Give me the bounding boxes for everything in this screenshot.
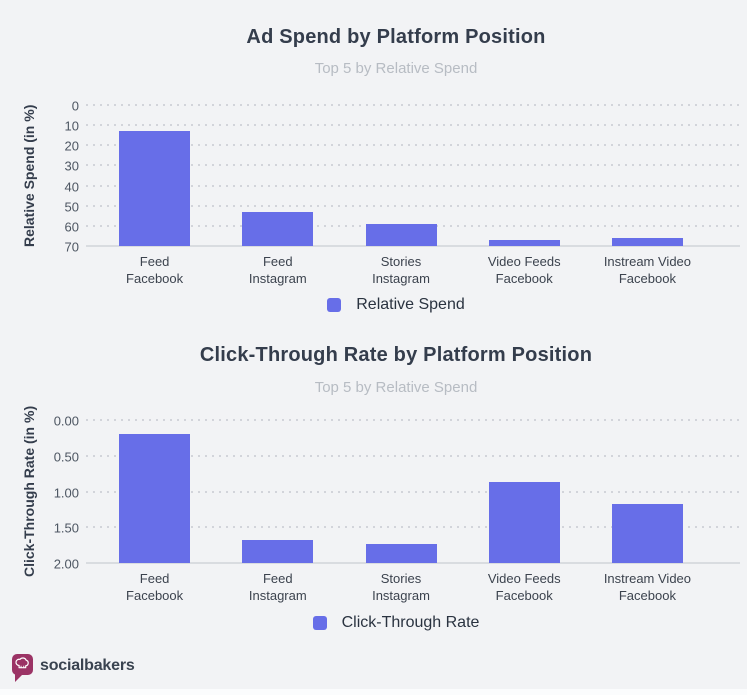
x-category-label: Stories Instagram — [372, 571, 430, 603]
y-tick-label: 70 — [64, 239, 79, 255]
chef-hat-icon — [15, 657, 29, 669]
y-tick-label: 1.50 — [53, 520, 79, 536]
bars-container — [86, 420, 740, 563]
gridline — [86, 419, 740, 421]
y-tick-label: 1.00 — [53, 485, 79, 500]
gridline — [86, 124, 740, 127]
bar — [488, 239, 560, 246]
gridline — [86, 490, 740, 493]
x-category-label: Feed Facebook — [126, 254, 184, 286]
socialbakers-logo — [12, 654, 33, 682]
x-axis-line — [86, 562, 740, 564]
bar-column — [93, 105, 216, 246]
bar — [365, 223, 437, 246]
brand-name: socialbakers — [40, 657, 135, 674]
gridline — [86, 104, 740, 106]
bar-column — [463, 105, 586, 246]
bar — [242, 540, 314, 563]
bar — [611, 237, 683, 246]
legend-swatch-icon — [327, 298, 342, 312]
x-category-label: Feed Instagram — [248, 254, 307, 286]
bar — [488, 481, 560, 563]
x-category-label: Video Feeds Facebook — [487, 571, 561, 603]
bars-container — [86, 105, 740, 246]
legend-label: Relative Spend — [356, 296, 465, 313]
ad-spend-legend-item[interactable]: Relative Spend — [45, 296, 747, 314]
y-tick-label: 10 — [64, 118, 79, 134]
x-category-label: Feed Instagram — [248, 571, 307, 603]
legend-swatch-icon — [312, 616, 327, 630]
x-category-label: Feed Facebook — [126, 571, 184, 603]
bar-column — [463, 420, 586, 563]
bar — [119, 131, 191, 246]
bar — [119, 434, 191, 563]
brand-footer: socialbakers — [12, 654, 135, 682]
bar-column — [216, 420, 339, 563]
y-tick-label: 60 — [64, 219, 79, 235]
bar-column — [586, 105, 709, 246]
ctr-plot-area: 0.00 0.50 1.00 1.50 2.00 — [54, 415, 740, 571]
gridline — [86, 204, 740, 207]
bar-column — [339, 105, 462, 246]
bar — [611, 504, 683, 563]
y-tick-label: 50 — [64, 199, 79, 215]
bar-column — [586, 420, 709, 563]
x-category-label: Stories Instagram — [372, 254, 430, 286]
x-category-label: Instream Video Facebook — [603, 571, 692, 603]
gridline — [86, 454, 740, 457]
legend-label: Click-Through Rate — [341, 614, 480, 631]
bar-column — [216, 105, 339, 246]
ad-spend-chart-title: Ad Spend by Platform Position — [246, 26, 546, 48]
y-tick-label: 2.00 — [53, 556, 79, 572]
ctr-x-axis-labels: Feed Facebook Feed Instagram Stories Insta… — [86, 570, 740, 604]
ctr-chart-title: Click-Through Rate by Platform Position — [199, 344, 593, 366]
x-category-label: Instream Video Facebook — [603, 254, 692, 286]
ad-spend-x-axis-labels: Feed Facebook Feed Instagram Stories Insta… — [86, 253, 740, 287]
x-axis-line — [86, 245, 740, 247]
bar — [242, 211, 314, 246]
gridline — [86, 144, 740, 147]
bar — [365, 544, 437, 563]
y-tick-label: 20 — [64, 138, 79, 154]
y-tick-label: 0.50 — [53, 449, 79, 465]
gridline — [86, 164, 740, 167]
ctr-chart-subtitle: Top 5 by Relative Spend — [314, 379, 478, 396]
gridline — [86, 526, 740, 529]
y-tick-label: 40 — [64, 179, 79, 195]
y-tick-label: 0 — [71, 98, 79, 114]
bar-column — [339, 420, 462, 563]
x-category-label: Video Feeds Facebook — [487, 254, 561, 286]
ctr-legend-item[interactable]: Click-Through Rate — [45, 614, 747, 632]
bar-column — [93, 420, 216, 563]
gridline — [86, 184, 740, 187]
bottom-strip — [0, 689, 747, 695]
y-tick-label: 0.00 — [53, 413, 79, 429]
y-tick-label: 30 — [64, 158, 79, 174]
ad-spend-plot-area: 0 10 20 30 40 50 60 70 — [65, 100, 740, 254]
ad-spend-chart-subtitle: Top 5 by Relative Spend — [314, 60, 478, 77]
